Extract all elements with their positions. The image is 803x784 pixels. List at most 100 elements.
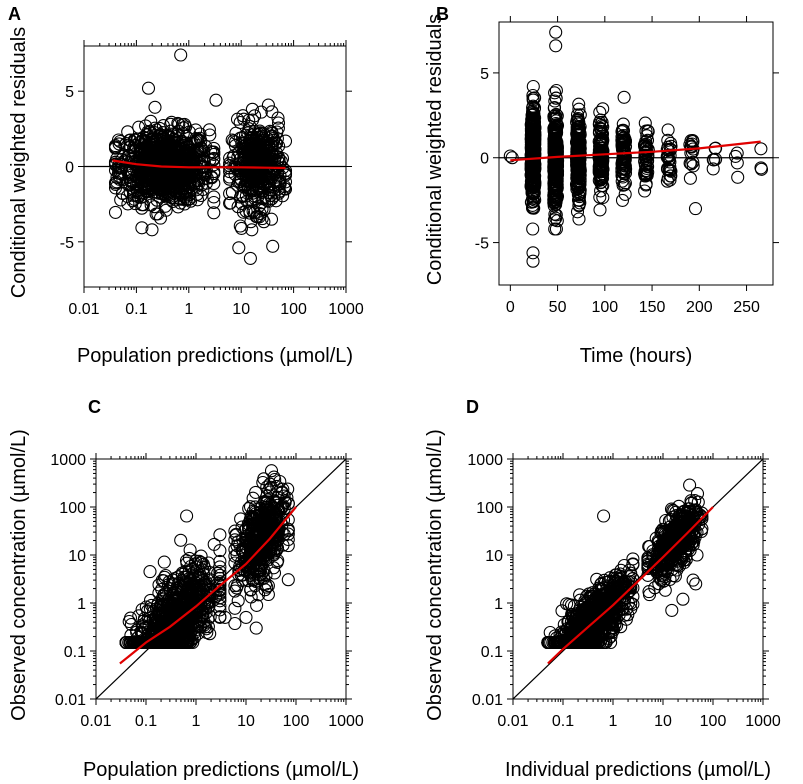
data-point <box>209 93 223 107</box>
data-point <box>236 109 250 123</box>
data-point <box>233 115 247 130</box>
data-point <box>754 142 768 156</box>
data-point <box>684 139 698 153</box>
data-point <box>595 132 609 146</box>
x-tick-label: 0.01 <box>80 713 111 730</box>
data-point <box>550 214 564 228</box>
data-point <box>270 168 285 182</box>
data-point <box>228 542 242 557</box>
y-tick-label: 100 <box>476 500 503 517</box>
data-point <box>731 170 745 184</box>
data-point <box>180 509 194 523</box>
data-point <box>550 137 564 151</box>
y-tick-label: -5 <box>475 236 489 253</box>
data-point <box>526 254 540 268</box>
data-point <box>167 602 181 616</box>
data-point <box>266 239 280 253</box>
x-tick-label: 100 <box>700 713 727 730</box>
panel-letter: A <box>8 4 21 24</box>
data-point <box>573 168 587 182</box>
data-point <box>163 187 177 201</box>
data-point <box>143 125 157 139</box>
data-point <box>573 126 587 140</box>
points <box>108 48 293 265</box>
x-axis-title: Population predictions (µmol/L) <box>77 345 353 367</box>
data-point <box>238 560 252 574</box>
data-point <box>156 183 170 197</box>
x-tick-label: 1 <box>192 713 201 730</box>
data-point <box>108 157 123 171</box>
data-point <box>548 86 562 100</box>
data-point <box>526 246 540 260</box>
data-point <box>158 189 172 203</box>
panel-letter: D <box>466 397 479 417</box>
data-point <box>728 149 743 163</box>
data-point <box>115 186 130 200</box>
data-point <box>526 93 540 107</box>
data-point <box>593 203 607 217</box>
data-point <box>244 583 258 597</box>
data-point <box>228 533 242 547</box>
data-point <box>213 554 227 568</box>
data-point <box>147 200 162 214</box>
data-point <box>172 635 186 650</box>
data-point <box>549 25 563 39</box>
y-tick-label: 0 <box>480 151 489 168</box>
y-tick-label: 5 <box>65 84 74 101</box>
data-point <box>231 594 245 608</box>
data-point <box>207 152 221 167</box>
data-point <box>526 107 540 121</box>
data-point <box>228 584 242 598</box>
plot-frame <box>512 458 764 700</box>
y-tick-label: 1000 <box>467 452 503 469</box>
data-point <box>547 111 561 125</box>
data-point <box>252 563 266 577</box>
data-point <box>182 180 196 194</box>
data-point <box>686 159 700 173</box>
data-point <box>244 590 258 604</box>
data-point <box>190 601 204 616</box>
data-point <box>198 620 212 634</box>
data-point <box>573 135 587 149</box>
data-point <box>203 128 217 142</box>
data-point <box>272 139 286 153</box>
data-point <box>548 164 562 178</box>
data-point <box>248 141 262 155</box>
data-point <box>709 152 723 166</box>
data-point <box>250 565 264 579</box>
data-point <box>132 169 146 183</box>
data-point <box>189 179 204 193</box>
data-point <box>616 178 630 192</box>
data-point <box>157 555 171 569</box>
data-point <box>213 610 227 624</box>
y-tick-label: 5 <box>480 66 489 83</box>
x-tick-label: 1 <box>609 713 618 730</box>
data-point <box>167 132 181 146</box>
y-tick-label: -5 <box>60 235 74 252</box>
data-point <box>192 554 206 568</box>
data-point <box>639 163 654 178</box>
data-point <box>176 574 190 588</box>
data-point <box>178 595 192 609</box>
data-point <box>123 611 138 625</box>
data-point <box>223 172 237 186</box>
data-point <box>261 98 275 112</box>
y-tick-label: 1000 <box>50 452 86 469</box>
data-point <box>525 173 539 187</box>
data-point <box>245 551 259 565</box>
data-point <box>213 568 227 582</box>
data-point <box>688 202 703 216</box>
data-point <box>503 149 517 163</box>
data-point <box>207 206 221 220</box>
data-point <box>130 176 144 191</box>
data-point <box>706 162 720 176</box>
data-point <box>663 160 677 174</box>
x-tick-label: 1000 <box>328 301 364 318</box>
data-point <box>243 500 258 514</box>
identity-line <box>96 459 346 699</box>
data-point <box>638 184 652 198</box>
data-point <box>262 519 277 533</box>
data-point <box>261 579 275 593</box>
data-point <box>549 114 563 128</box>
data-point <box>281 573 295 587</box>
